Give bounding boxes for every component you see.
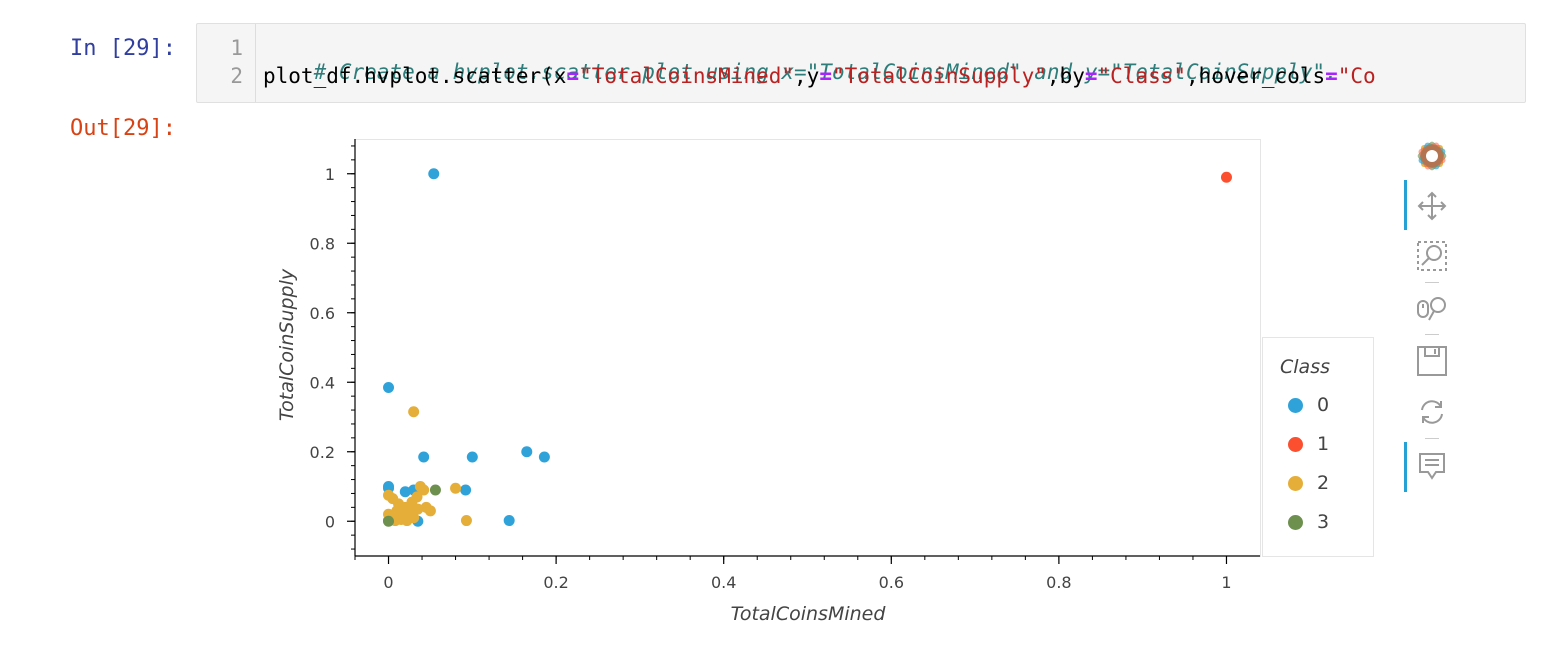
pan-icon[interactable] xyxy=(1412,186,1452,226)
wheel-zoom-icon[interactable] xyxy=(1412,289,1452,329)
y-axis-label: TotalCoinSupply xyxy=(276,268,298,421)
code-token: ,by xyxy=(1046,64,1085,88)
x-tick-label: 0 xyxy=(383,573,393,592)
box-zoom-icon[interactable] xyxy=(1412,236,1452,276)
line-number-gutter: 1 2 xyxy=(197,24,256,102)
legend-item[interactable]: 0 xyxy=(1288,393,1329,417)
y-tick-label: 0.6 xyxy=(310,304,335,323)
legend-item[interactable]: 2 xyxy=(1288,471,1329,495)
line-number: 1 xyxy=(230,36,243,60)
code-operator: = xyxy=(1084,64,1098,88)
code-operator: = xyxy=(566,64,580,88)
y-tick-label: 0 xyxy=(325,512,335,531)
code-cell[interactable]: 1 2 # Create a hvplot.scatter plot using… xyxy=(196,23,1526,103)
code-token: ,hover_cols xyxy=(1186,64,1326,88)
y-tick-label: 1 xyxy=(325,165,335,184)
active-tool-indicator xyxy=(1404,442,1407,492)
y-tick-label: 0.4 xyxy=(310,373,335,392)
save-icon[interactable] xyxy=(1412,341,1452,381)
legend-title: Class xyxy=(1280,356,1330,378)
active-tool-indicator xyxy=(1404,180,1407,230)
legend-swatch xyxy=(1288,436,1303,452)
code-line-2: plot_df.hvplot.scatter(x="TotalCoinsMine… xyxy=(263,64,1376,88)
plot-frame[interactable] xyxy=(355,139,1261,557)
code-operator: = xyxy=(819,64,832,88)
x-tick-label: 0.4 xyxy=(711,573,736,592)
legend-swatch xyxy=(1288,514,1303,530)
toolbar-divider xyxy=(1425,334,1439,335)
x-axis-label: TotalCoinsMined xyxy=(731,603,887,625)
code-string: "Co xyxy=(1337,64,1376,88)
code-line-1: # Create a hvplot.scatter plot using x="… xyxy=(263,36,1338,102)
x-tick-label: 0.8 xyxy=(1046,573,1071,592)
legend-label: 0 xyxy=(1317,394,1330,416)
code-string: "Class" xyxy=(1097,64,1187,88)
y-tick-label: 0.8 xyxy=(310,234,335,253)
legend-label: 2 xyxy=(1317,472,1330,494)
code-comment: # Create a hvplot.scatter plot using x="… xyxy=(313,60,1338,84)
bokeh-logo-icon[interactable] xyxy=(1412,136,1452,176)
in-prompt: In [29]: xyxy=(70,36,176,61)
toolbar-divider xyxy=(1425,282,1439,283)
legend-label: 1 xyxy=(1317,433,1330,455)
code-string: "TotalCoinsMined" xyxy=(579,64,795,88)
x-tick-label: 0.6 xyxy=(879,573,904,592)
x-tick-label: 0.2 xyxy=(543,573,568,592)
y-tick-label: 0.2 xyxy=(310,443,335,462)
legend-item[interactable]: 3 xyxy=(1288,510,1329,534)
code-operator: = xyxy=(1325,64,1338,88)
legend-swatch xyxy=(1288,397,1303,413)
legend-swatch xyxy=(1288,475,1303,491)
out-prompt: Out[29]: xyxy=(70,116,176,141)
x-tick-label: 1 xyxy=(1221,573,1231,592)
code-token: ,y xyxy=(794,64,820,88)
code-token: plot_df.hvplot.scatter(x xyxy=(263,64,567,88)
plot-toolbar xyxy=(1404,136,1464,496)
hover-icon[interactable] xyxy=(1412,446,1452,486)
reset-icon[interactable] xyxy=(1412,392,1452,432)
legend: Class 0 1 2 3 xyxy=(1262,337,1374,557)
line-number: 2 xyxy=(230,64,243,88)
code-string: "TotalCoinSupply" xyxy=(831,64,1047,88)
legend-label: 3 xyxy=(1317,511,1330,533)
toolbar-divider xyxy=(1425,438,1439,439)
legend-item[interactable]: 1 xyxy=(1288,432,1329,456)
